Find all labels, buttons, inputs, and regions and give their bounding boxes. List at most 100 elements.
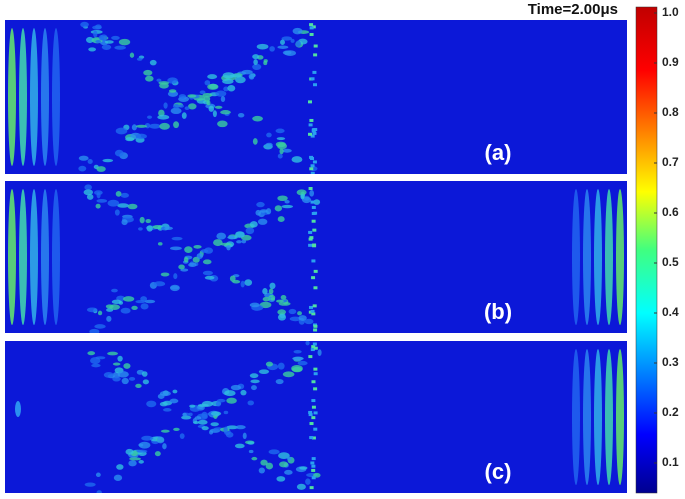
wave-spot: [89, 328, 100, 333]
wave-spot: [118, 38, 131, 46]
wave-spot: [173, 427, 180, 431]
interface-spot: [309, 118, 314, 122]
wave-spot: [95, 472, 101, 478]
interface-spot: [312, 131, 317, 135]
interface-spot: [308, 132, 313, 136]
wave-spot: [217, 120, 228, 128]
wave-spot: [172, 389, 178, 394]
interface-spot: [311, 276, 316, 280]
wave-spot: [87, 158, 93, 164]
wave-spot: [209, 430, 214, 435]
interface-spot: [308, 123, 313, 127]
wave-spot: [290, 38, 295, 43]
wave-spot: [237, 113, 245, 118]
wave-spot: [178, 104, 184, 108]
interface-spot: [308, 230, 313, 234]
wave-spot: [299, 466, 308, 470]
interface-spot: [311, 468, 316, 472]
wave-spot: [284, 199, 290, 204]
wave-spot: [251, 456, 258, 461]
tick-label: 1.0: [662, 5, 679, 19]
interface-spot: [313, 427, 318, 431]
wave-spot: [202, 259, 212, 265]
wave-spot: [144, 299, 156, 304]
interface-spot: [309, 422, 314, 426]
wave-stripe: [52, 189, 60, 325]
wave-spot: [280, 39, 285, 45]
wave-spot: [169, 246, 182, 251]
wave-stripe: [572, 189, 580, 325]
wave-spot: [93, 30, 98, 38]
wave-stripe: [41, 28, 49, 166]
wave-spot: [276, 137, 286, 141]
wave-spot: [235, 76, 246, 84]
wave-spot: [215, 401, 222, 407]
wave-spot: [257, 218, 268, 225]
wave-spot: [277, 195, 288, 202]
wave-spot: [181, 112, 187, 119]
interface-spot: [311, 464, 316, 468]
wave-spot: [199, 90, 206, 95]
wave-spot: [107, 199, 120, 207]
wave-spot: [116, 464, 124, 470]
wave-spot: [204, 247, 214, 254]
tick-label: 0.4: [662, 305, 679, 319]
wave-spot: [178, 94, 187, 99]
interface-spot: [310, 164, 315, 168]
wave-spot: [84, 184, 92, 191]
wave-spot: [280, 295, 287, 300]
wave-spot: [157, 242, 163, 246]
wave-spot: [147, 115, 153, 119]
wave-spot: [169, 284, 180, 292]
wave-spot: [226, 244, 231, 251]
wave-spot: [78, 155, 89, 161]
interface-spot: [311, 457, 316, 461]
wave-spot: [138, 459, 144, 464]
wave-spot: [168, 89, 177, 93]
wave-spot: [275, 378, 284, 385]
wave-spot: [78, 165, 87, 172]
wave-spot: [232, 279, 241, 284]
interface-spot: [308, 355, 313, 359]
wave-spot: [198, 419, 208, 425]
wave-spot: [102, 158, 114, 163]
interface-spot: [308, 237, 313, 241]
interface-spot: [312, 342, 317, 346]
wave-stripe: [594, 189, 602, 325]
wave-spot: [135, 133, 147, 139]
wave-spot: [270, 297, 275, 301]
interface-spot: [309, 436, 314, 440]
wave-spot: [159, 122, 170, 130]
wave-spot: [95, 24, 102, 30]
wave-spot: [279, 461, 289, 468]
wave-spot: [275, 141, 286, 148]
interface-spot: [311, 212, 316, 216]
wave-spot: [282, 371, 295, 378]
wave-spot: [164, 226, 174, 231]
interface-spot: [308, 186, 313, 190]
wave-spot: [250, 379, 260, 384]
title: Time=2.00μs: [528, 1, 618, 18]
interface-spot: [313, 367, 318, 371]
interface-spot: [308, 410, 313, 414]
wave-spot: [145, 75, 154, 82]
panel: [5, 20, 627, 174]
interface-spot: [313, 372, 318, 376]
wave-spot: [279, 148, 284, 155]
wave-spot: [249, 75, 255, 80]
wave-spot: [123, 363, 131, 369]
panel-background: [5, 341, 627, 493]
wave-spot: [183, 256, 189, 263]
interface-spot: [310, 348, 315, 352]
wave-stripe: [583, 349, 591, 485]
panel-label: (c): [485, 459, 512, 484]
wave-spot: [277, 313, 287, 321]
wave-spot: [156, 436, 165, 444]
wave-spot: [86, 307, 98, 313]
wave-spot: [317, 349, 322, 356]
wave-spot: [208, 105, 215, 112]
wave-spot: [84, 482, 96, 487]
wave-spot: [129, 52, 135, 58]
wave-spot: [145, 218, 152, 224]
